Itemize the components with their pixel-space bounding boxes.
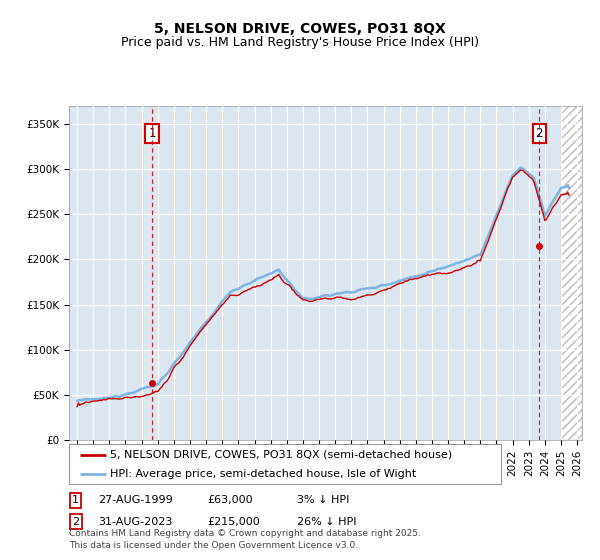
Bar (561, 106, 582, 440)
Text: 31-AUG-2023: 31-AUG-2023 (98, 517, 172, 527)
Text: 5, NELSON DRIVE, COWES, PO31 8QX (semi-detached house): 5, NELSON DRIVE, COWES, PO31 8QX (semi-d… (110, 450, 452, 460)
Text: 1: 1 (148, 127, 156, 139)
Bar (69, 106, 561, 440)
Bar (561, 106, 582, 440)
Text: 5, NELSON DRIVE, COWES, PO31 8QX: 5, NELSON DRIVE, COWES, PO31 8QX (154, 22, 446, 36)
Text: 1: 1 (72, 495, 79, 505)
Text: 27-AUG-1999: 27-AUG-1999 (98, 495, 173, 505)
Text: 26% ↓ HPI: 26% ↓ HPI (297, 517, 356, 527)
Text: 3% ↓ HPI: 3% ↓ HPI (297, 495, 349, 505)
Text: 2: 2 (72, 517, 79, 527)
Text: £63,000: £63,000 (207, 495, 253, 505)
Text: £215,000: £215,000 (207, 517, 260, 527)
Text: HPI: Average price, semi-detached house, Isle of Wight: HPI: Average price, semi-detached house,… (110, 469, 416, 478)
Text: 2: 2 (536, 127, 543, 139)
Text: Price paid vs. HM Land Registry's House Price Index (HPI): Price paid vs. HM Land Registry's House … (121, 36, 479, 49)
Text: Contains HM Land Registry data © Crown copyright and database right 2025.
This d: Contains HM Land Registry data © Crown c… (69, 529, 421, 550)
